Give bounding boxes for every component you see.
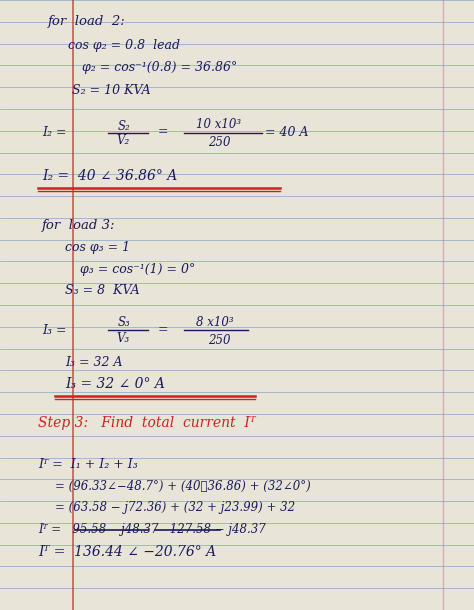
Text: for  load  2:: for load 2: xyxy=(48,15,126,29)
Text: I₃ =: I₃ = xyxy=(42,323,66,337)
Text: I₂ =  40 ∠ 36.86° A: I₂ = 40 ∠ 36.86° A xyxy=(42,169,177,183)
Text: Iᵀ =   95.58    j48.37   127.58 − j48.37: Iᵀ = 95.58 j48.37 127.58 − j48.37 xyxy=(38,523,266,537)
Text: = 40 A: = 40 A xyxy=(265,126,309,138)
Text: I₃ = 32 A: I₃ = 32 A xyxy=(65,356,122,368)
Text: V₂: V₂ xyxy=(116,134,129,146)
Text: φ₂ = cos⁻¹(0.8) = 36.86°: φ₂ = cos⁻¹(0.8) = 36.86° xyxy=(82,62,237,74)
Text: for  load 3:: for load 3: xyxy=(42,218,116,232)
Text: I₃ = 32 ∠ 0° A: I₃ = 32 ∠ 0° A xyxy=(65,377,165,391)
Text: 10 x10³: 10 x10³ xyxy=(196,118,241,131)
Text: 8 x10³: 8 x10³ xyxy=(196,315,234,329)
Text: φ₃ = cos⁻¹(1) = 0°: φ₃ = cos⁻¹(1) = 0° xyxy=(80,262,195,276)
Text: = (63.58 − j72.36) + (32 + j23.99) + 32: = (63.58 − j72.36) + (32 + j23.99) + 32 xyxy=(55,501,295,514)
Text: cos φ₃ = 1: cos φ₃ = 1 xyxy=(65,242,130,254)
Text: =: = xyxy=(158,126,168,138)
Text: S₂: S₂ xyxy=(118,120,131,132)
Text: S₃ = 8  KVA: S₃ = 8 KVA xyxy=(65,284,140,298)
Text: =: = xyxy=(158,323,168,337)
Text: S₃: S₃ xyxy=(118,317,131,329)
Text: I₂ =: I₂ = xyxy=(42,126,66,138)
Text: cos φ₂ = 0.8  lead: cos φ₂ = 0.8 lead xyxy=(68,40,180,52)
Text: Iᵀ =  136.44 ∠ −20.76° A: Iᵀ = 136.44 ∠ −20.76° A xyxy=(38,545,216,559)
Text: = (96.33∠−48.7°) + (40∶36.86) + (32∠0°): = (96.33∠−48.7°) + (40∶36.86) + (32∠0°) xyxy=(55,479,311,492)
Text: 250: 250 xyxy=(208,135,230,148)
Text: V₃: V₃ xyxy=(116,331,129,345)
Text: 250: 250 xyxy=(208,334,230,346)
Text: S₂ = 10 KVA: S₂ = 10 KVA xyxy=(72,85,151,98)
Text: Step 3:   Find  total  current  Iᵀ: Step 3: Find total current Iᵀ xyxy=(38,416,256,430)
Text: Iᵀ =  I₁ + I₂ + I₃: Iᵀ = I₁ + I₂ + I₃ xyxy=(38,458,138,470)
